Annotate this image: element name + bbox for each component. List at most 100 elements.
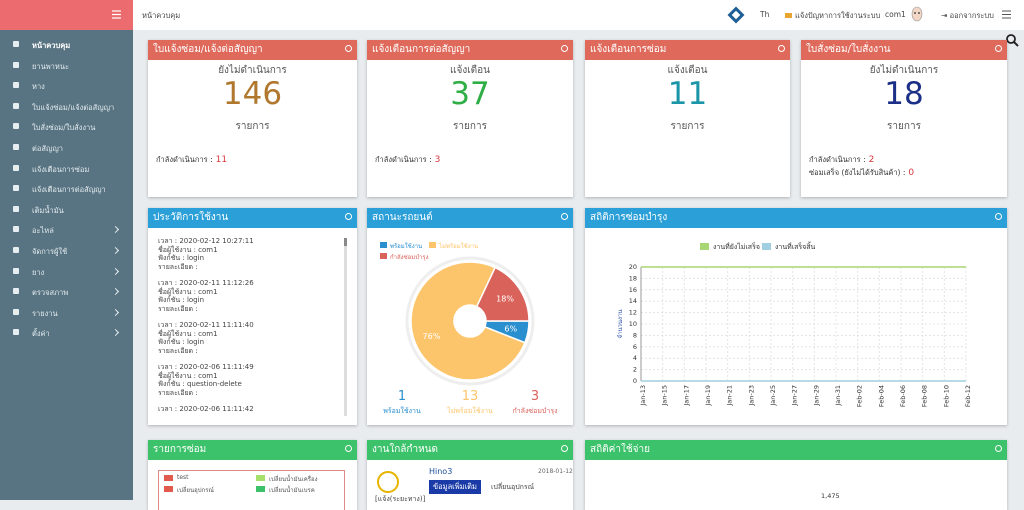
sidebar-item[interactable]: อะไหล่: [0, 221, 133, 239]
sidebar-label: ต่อสัญญา: [32, 144, 63, 153]
history-line: ฟังก์ชัน : login: [158, 254, 205, 263]
sidebar-icon: [13, 308, 19, 315]
legend-label: พร้อมใช้งาน: [390, 243, 423, 250]
report-link[interactable]: แจ้งปัญหาการใช้งานระบบ: [785, 10, 880, 22]
sidebar-item[interactable]: ตรวจสภาพ: [0, 283, 133, 301]
legend-swatch: [380, 242, 387, 248]
sidebar-item[interactable]: ต่อสัญญา: [0, 139, 133, 157]
logo: [727, 6, 745, 24]
search-icon[interactable]: [1004, 32, 1022, 50]
history-line: เวลา : 2020-02-06 11:11:49: [158, 363, 254, 371]
summary-card: แจ้งเตือนการซ่อมแจ้งเตือน 11 รายการ: [585, 40, 790, 197]
sidebar-item[interactable]: รายงาน: [0, 304, 133, 322]
card-count: 37: [450, 76, 490, 112]
sidebar-item[interactable]: ใบสั่งซ่อม/ใบสั่งงาน: [0, 118, 133, 136]
sidebar-label: จัดการผู้ใช้: [32, 247, 68, 256]
footer-label: กำลังดำเนินการ :: [809, 155, 866, 164]
logout-text: ออกจากระบบ: [949, 11, 994, 20]
history-line: เวลา : 2020-02-12 10:27:11: [158, 237, 254, 245]
sidebar-label: แจ้งเตือนการซ่อม: [32, 164, 90, 174]
status-card: สถานะรถยนต์ พร้อมใช้งาน 1 พร้อมใช้งาน ไม่พร้…: [367, 208, 573, 425]
sidebar-icon: [13, 205, 19, 212]
card-status: แจ้งเตือน: [450, 65, 490, 76]
history-line: รายละเอียด :: [158, 346, 198, 355]
sidebar-label: ใบแจ้งซ่อม/แจ้งต่อสัญญา: [32, 102, 115, 112]
avatar: [911, 6, 923, 22]
card-unit: รายการ: [235, 121, 270, 132]
sidebar-item[interactable]: จัดการผู้ใช้: [0, 242, 133, 260]
card-unit: รายการ: [887, 121, 921, 132]
user[interactable]: com1: [885, 10, 906, 19]
history-line: ชื่อผู้ใช้งาน : com1: [158, 371, 218, 380]
sidebar-icon: [13, 329, 19, 336]
card-header: ใบสั่งซ่อม/ใบสั่งงาน: [801, 40, 1007, 60]
date: 2018-01-12: [538, 468, 573, 475]
legend-label: test: [177, 474, 189, 481]
language[interactable]: Th: [760, 10, 770, 19]
card-status: ยังไม่ดำเนินการ: [869, 65, 939, 76]
card-footer: กำลังดำเนินการ :3: [375, 154, 440, 166]
card-count: 11: [667, 76, 708, 112]
history-line: เวลา : 2020-02-11 11:12:26: [158, 279, 254, 287]
history-line: รายละเอียด :: [158, 262, 198, 271]
sidebar-icon: [13, 61, 19, 68]
report-text: แจ้งปัญหาการใช้งานระบบ: [795, 11, 881, 20]
history-line: ชื่อผู้ใช้งาน : com1: [158, 329, 218, 338]
status-count: 1: [397, 389, 407, 404]
info-button[interactable]: ข้อมูลเพิ่มเติม: [429, 480, 482, 494]
card-header: แจ้งเตือนการซ่อม: [585, 40, 790, 60]
sidebar-item[interactable]: ตั้งค่า: [0, 324, 133, 342]
sidebar-item[interactable]: ยานพาหนะ: [0, 57, 133, 75]
summary-card: ใบสั่งซ่อม/ใบสั่งงาน ยังไม่ดำเนินการ 18 ราย…: [801, 40, 1007, 197]
card-count: 146: [222, 76, 283, 112]
sidebar-icon: [13, 41, 19, 47]
card-header: ประวัติการใช้งาน: [148, 208, 357, 228]
chevron: [111, 267, 120, 275]
sidebar-item[interactable]: หน้าควบคุม: [0, 36, 133, 54]
legend-swatch: [380, 253, 387, 259]
sidebar-item[interactable]: ใบแจ้งซ่อม/แจ้งต่อสัญญา: [0, 98, 133, 116]
sidebar-item[interactable]: หาง: [0, 77, 133, 95]
card-header: แจ้งเตือนการต่อสัญญา: [367, 40, 573, 60]
alert-icon: [377, 471, 399, 493]
footer-value: 3: [434, 155, 441, 165]
cost-tick: 1,475: [821, 492, 840, 500]
status-label: ไม่พร้อมใช้งาน: [447, 407, 493, 415]
chevron: [111, 246, 120, 255]
brand-bar: [0, 0, 133, 30]
cost-card: สถิติค่าใช้จ่าย 1,475: [585, 440, 1007, 510]
menu-icon[interactable]: [0, 0, 133, 30]
sidebar-label: หาง: [32, 82, 45, 92]
card-header: สถิติการซ่อมบำรุง: [585, 208, 1007, 228]
sidebar-item[interactable]: แจ้งเตือนการต่อสัญญา: [0, 180, 133, 198]
sidebar-label: อะไหล่: [32, 226, 54, 236]
sidebar-label: ใบสั่งซ่อม/ใบสั่งงาน: [32, 123, 96, 133]
card-unit: รายการ: [670, 121, 705, 132]
sidebar-item[interactable]: ยาง: [0, 263, 133, 281]
sidebar-icon: [13, 226, 19, 233]
scrollbar: [344, 238, 347, 416]
sidebar-icon: [13, 123, 19, 130]
history-card: ประวัติการใช้งานเวลา : 2020-02-12 10:27:…: [148, 208, 357, 425]
chevron: [111, 308, 120, 316]
menu-icon[interactable]: [1001, 9, 1013, 21]
legend-swatch: [256, 475, 265, 481]
sidebar-icon: [13, 288, 19, 295]
due-card: งานใกล้กำหนด Hino3 2018-01-12 ข้อมูลเพิ่มเต…: [367, 440, 573, 510]
card-status: แจ้งเตือน: [667, 65, 708, 76]
sidebar: หน้าควบคุมยานพาหนะหางใบแจ้งซ่อม/แจ้งต่อส…: [0, 0, 133, 500]
sidebar-label: เติมน้ำมัน: [32, 205, 64, 215]
card-header: รายการซ่อม: [148, 440, 357, 460]
sidebar-item[interactable]: แจ้งเตือนการซ่อม: [0, 160, 133, 178]
legend-swatch: [256, 486, 265, 492]
legend-label: กำลังซ่อมบำรุง: [390, 254, 429, 261]
history-line: รายละเอียด :: [158, 388, 198, 397]
sidebar-label: หน้าควบคุม: [32, 41, 71, 50]
sidebar-item[interactable]: เติมน้ำมัน: [0, 201, 133, 219]
history-line: ชื่อผู้ใช้งาน : com1: [158, 245, 218, 254]
legend-swatch: [164, 486, 173, 492]
logout[interactable]: ⇥ ออกจากระบบ: [941, 11, 994, 20]
history-line: ฟังก์ชัน : question-delete: [158, 380, 242, 389]
card-header: งานใกล้กำหนด: [367, 440, 573, 460]
